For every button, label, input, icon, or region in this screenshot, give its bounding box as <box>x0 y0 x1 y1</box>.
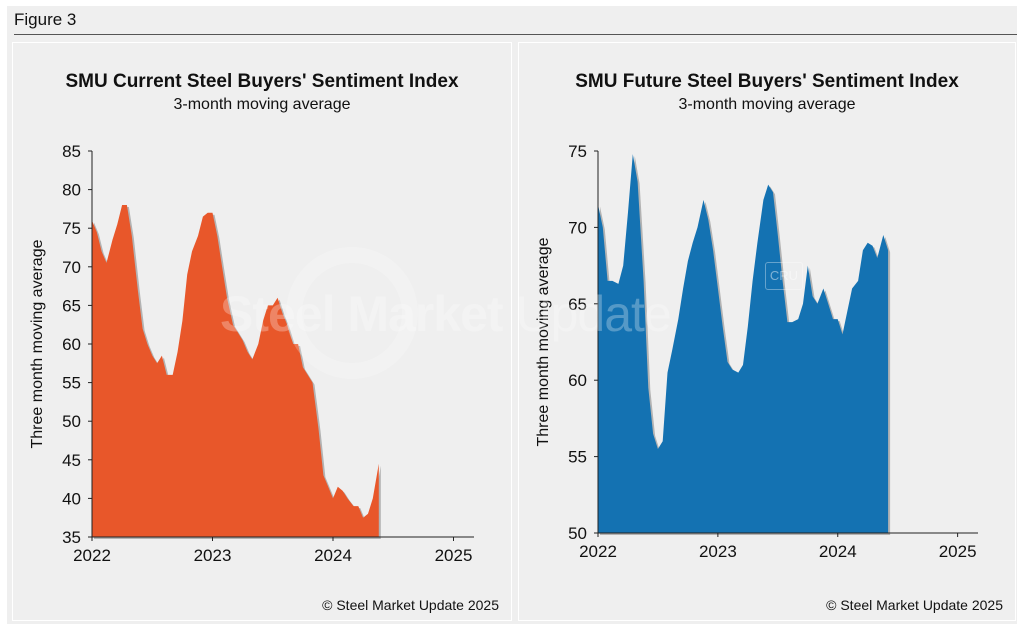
y-tick-label: 60 <box>568 371 587 390</box>
y-axis-title: Three month moving average <box>535 237 552 446</box>
x-tick-label: 2025 <box>435 546 473 565</box>
y-tick-label: 75 <box>568 142 587 161</box>
series-area <box>92 205 379 537</box>
copyright-text: © Steel Market Update 2025 <box>322 597 499 613</box>
chart-subtitle: 3-month moving average <box>173 96 351 113</box>
chart-panel-future: 50 55 60 65 70 75 2022 2023 2024 2025 Three month … <box>518 42 1016 621</box>
y-tick-label: 40 <box>62 489 81 508</box>
figure-divider <box>14 34 1017 35</box>
y-tick-label: 85 <box>62 142 81 161</box>
x-tick-label: 2023 <box>699 542 737 561</box>
chart-title: SMU Future Steel Buyers' Sentiment Index <box>575 71 959 92</box>
watermark-cru-logo: CRU <box>765 262 803 290</box>
y-tick-label: 45 <box>62 451 81 470</box>
y-tick-label: 65 <box>62 296 81 315</box>
y-tick-label: 50 <box>568 524 587 543</box>
watermark-text: Steel Market Update <box>220 286 672 342</box>
x-tick-label: 2022 <box>73 546 111 565</box>
y-axis-title: Three month moving average <box>29 239 46 448</box>
y-tick-label: 55 <box>62 374 81 393</box>
x-tick-label: 2023 <box>194 546 232 565</box>
chart-subtitle: 3-month moving average <box>678 96 856 113</box>
future-sentiment-chart: 50 55 60 65 70 75 2022 2023 2024 2025 Three month … <box>535 142 978 561</box>
y-tick-label: 70 <box>62 258 81 277</box>
y-tick-label: 70 <box>568 218 587 237</box>
chart-title: SMU Current Steel Buyers' Sentiment Inde… <box>65 71 459 92</box>
y-tick-label: 50 <box>62 412 81 431</box>
y-tick-label: 55 <box>568 448 587 467</box>
current-sentiment-chart: 35 40 45 50 55 60 65 70 75 80 85 2022 2023 2024 2025 Th… <box>29 142 474 565</box>
x-tick-label: 2024 <box>819 542 857 561</box>
series-area <box>598 154 889 533</box>
y-tick-label: 35 <box>62 528 81 547</box>
y-tick-label: 80 <box>62 181 81 200</box>
y-tick-label: 60 <box>62 335 81 354</box>
figure-label: Figure 3 <box>14 10 77 29</box>
copyright-text: © Steel Market Update 2025 <box>826 597 1003 613</box>
x-tick-label: 2022 <box>579 542 617 561</box>
y-tick-label: 65 <box>568 295 587 314</box>
chart-panel-current: 35 40 45 50 55 60 65 70 75 80 85 2022 2023 2024 2025 Th… <box>12 42 512 621</box>
y-tick-label: 75 <box>62 219 81 238</box>
x-tick-label: 2025 <box>939 542 977 561</box>
x-tick-label: 2024 <box>314 546 352 565</box>
